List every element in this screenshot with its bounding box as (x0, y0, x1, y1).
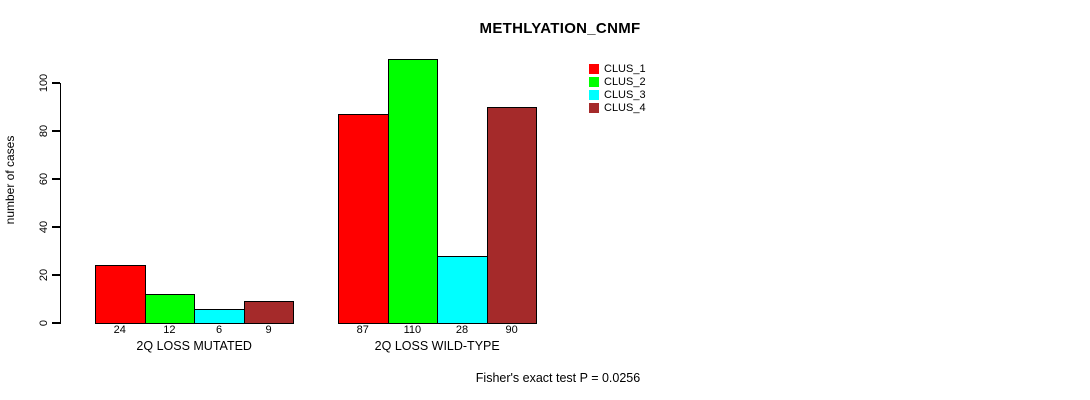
bar-value-label: 12 (163, 324, 176, 336)
y-axis-tick-label: 80 (38, 124, 50, 138)
y-axis-tick (52, 322, 60, 324)
bar-clus_3-group1 (194, 308, 245, 324)
y-axis-tick (52, 226, 60, 228)
y-axis-tick-label: 40 (38, 220, 50, 234)
legend-label-clus_1: CLUS_1 (604, 62, 646, 75)
legend-swatch-clus_4 (589, 103, 599, 113)
y-axis-tick-label: 0 (38, 319, 50, 327)
x-axis-category-label: 2Q LOSS MUTATED (136, 339, 252, 353)
y-axis-tick-label: 100 (38, 73, 50, 93)
bar-value-label: 9 (265, 324, 272, 336)
bar-clus_4-group1 (243, 301, 295, 324)
legend-label-clus_4: CLUS_4 (604, 101, 646, 114)
y-axis-tick-label: 20 (38, 268, 50, 282)
bar-clus_2-group2 (387, 59, 439, 324)
y-axis-tick (52, 274, 60, 276)
bar-clus_4-group2 (486, 107, 538, 324)
bar-value-label: 90 (505, 324, 518, 336)
legend-label-clus_3: CLUS_3 (604, 88, 646, 101)
bar-clus_3-group2 (437, 255, 488, 324)
y-axis-tick (52, 130, 60, 132)
legend-swatch-clus_1 (589, 64, 599, 74)
legend-swatch-clus_3 (589, 90, 599, 100)
y-axis-label: number of cases (3, 135, 17, 225)
y-axis-tick-label: 60 (38, 172, 50, 186)
bar-value-label: 6 (215, 324, 223, 336)
bar-clus_2-group1 (144, 294, 196, 324)
bar-value-label: 87 (356, 324, 369, 336)
stat-annotation: Fisher's exact test P = 0.0256 (475, 371, 641, 385)
y-axis-line (60, 82, 62, 324)
bar-value-label: 28 (455, 324, 469, 336)
y-axis-tick (52, 178, 60, 180)
chart-title: METHLYATION_CNMF (479, 20, 641, 37)
legend-label-clus_2: CLUS_2 (604, 75, 646, 88)
bar-clus_1-group1 (95, 265, 146, 324)
y-axis-tick (52, 82, 60, 84)
bar-clus_1-group2 (338, 114, 389, 324)
legend-swatch-clus_2 (589, 77, 599, 87)
bar-value-label: 110 (403, 324, 422, 336)
x-axis-category-label: 2Q LOSS WILD-TYPE (374, 339, 500, 353)
bar-value-label: 24 (113, 324, 126, 336)
